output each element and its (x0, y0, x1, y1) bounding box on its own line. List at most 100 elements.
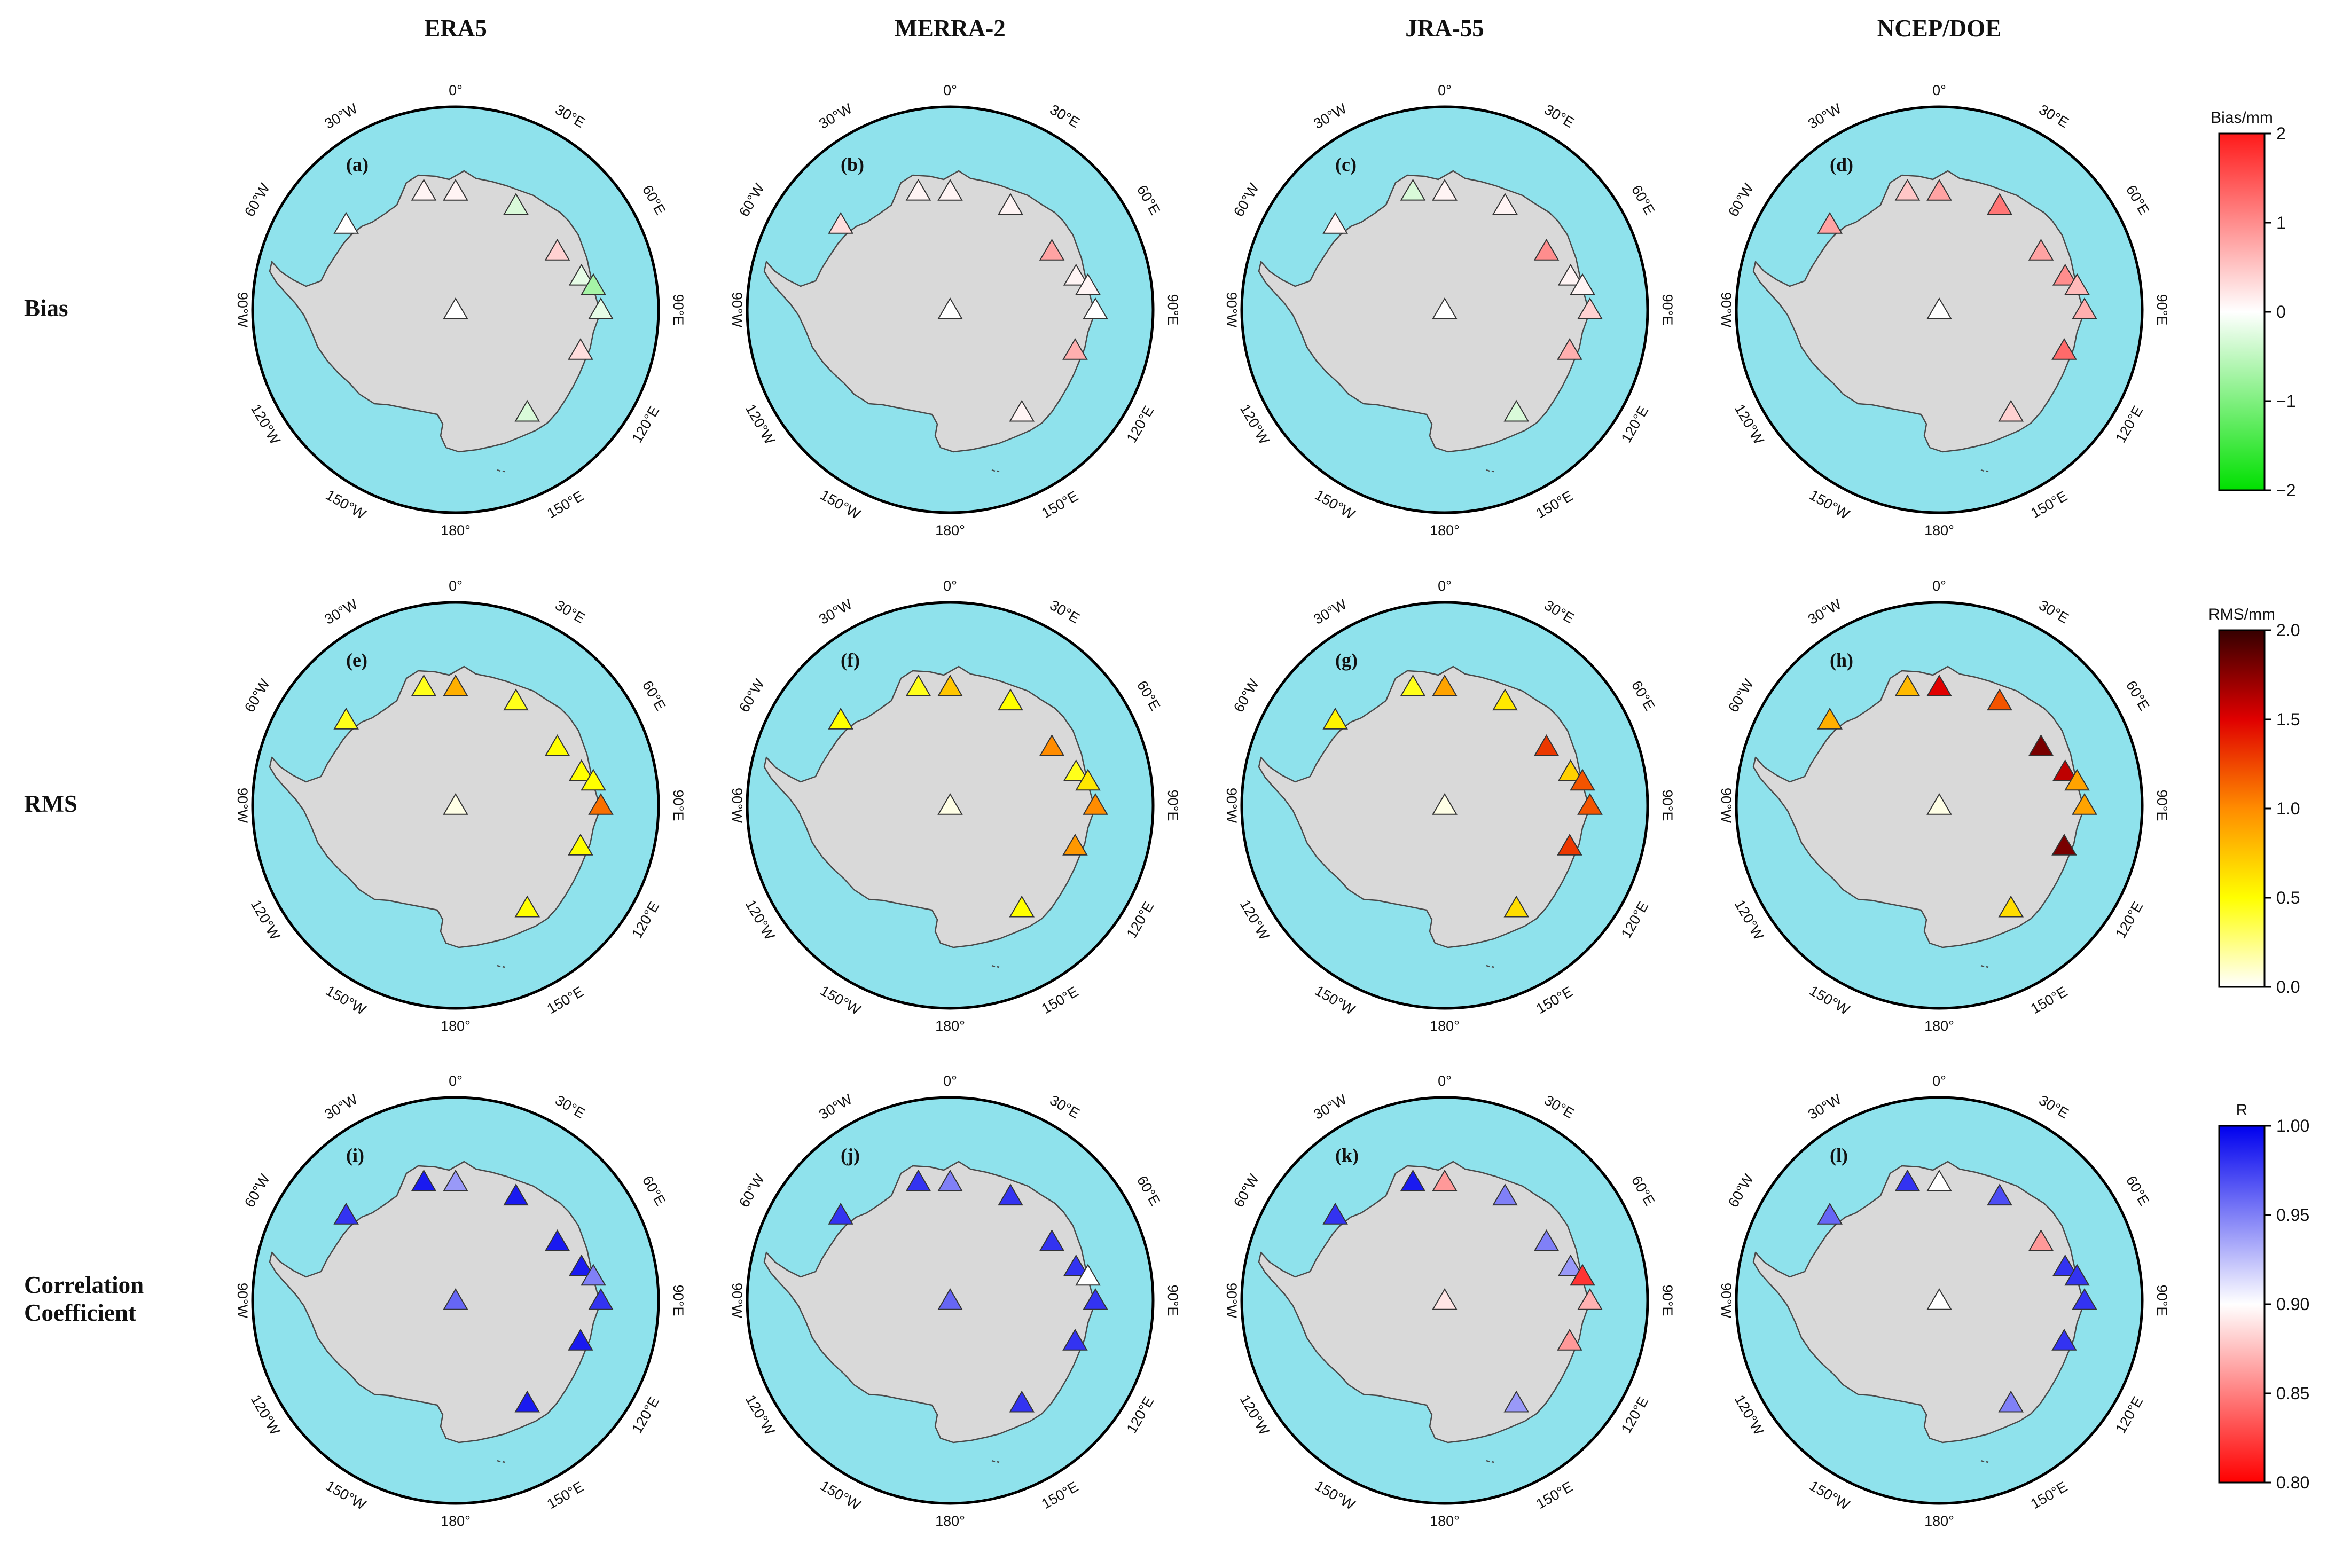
island (1980, 469, 1989, 473)
station-marker (1926, 179, 1952, 201)
station-marker (1998, 399, 2024, 422)
lon-label: 120°E (1618, 403, 1651, 445)
station-marker (443, 297, 468, 319)
lon-label: 150°E (1533, 983, 1576, 1017)
station-marker (2052, 759, 2078, 781)
colorbar-tick-label: 0.90 (2276, 1295, 2309, 1314)
station-marker (2064, 1264, 2090, 1286)
station-marker (1998, 895, 2024, 918)
station-marker (1817, 1202, 1843, 1225)
station-marker (998, 193, 1023, 215)
lon-label: 150°W (323, 487, 369, 523)
station-marker (1570, 273, 1595, 295)
lon-label: 0° (1932, 82, 1946, 98)
lon-label: 60°W (241, 1171, 273, 1210)
station-marker (2051, 1329, 2077, 1351)
station-marker (411, 1169, 437, 1191)
lon-label: 150°W (1807, 983, 1853, 1018)
station-marker (905, 674, 931, 696)
lon-label: 30°W (322, 100, 361, 132)
map-panel: (e) 0° 180° 90°W 90°E 30°E 60°E 120°E 150°E 150°W… (234, 578, 686, 1034)
lon-label: 150°E (1039, 983, 1081, 1017)
colorbar-title: RMS/mm (2208, 606, 2275, 623)
station-marker (1432, 179, 1458, 201)
lon-label: 90°W (729, 292, 745, 328)
lon-label: 90°E (1659, 790, 1675, 821)
panel-letter: (j) (841, 1144, 860, 1166)
station-marker (1503, 399, 1530, 422)
lon-label: 30°W (322, 1091, 361, 1123)
colorbar-gradient (2218, 629, 2266, 988)
lon-label: 0° (1932, 1073, 1946, 1089)
island (497, 1460, 505, 1463)
row-label: Bias (24, 295, 68, 322)
station-marker (1817, 707, 1843, 730)
station-marker (1894, 1169, 1921, 1191)
lon-label: 180° (441, 1018, 471, 1034)
lon-label: 120°E (1618, 1394, 1651, 1436)
colorbar-tick-label: 0.80 (2276, 1473, 2309, 1492)
lon-label: 30°W (1805, 100, 1844, 132)
map-panel: (d) 0° 180° 90°W 90°E 30°E 60°E 120°E 150°E 150°W… (1718, 82, 2170, 538)
lon-label: 90°E (1659, 1285, 1675, 1316)
lon-label: 60°E (639, 183, 669, 218)
lon-label: 30°E (553, 1092, 588, 1122)
lon-label: 90°W (1224, 1283, 1240, 1319)
lon-label: 150°E (2028, 1478, 2070, 1512)
station-marker (1533, 1229, 1560, 1251)
map-panel: (c) 0° 180° 90°W 90°E 30°E 60°E 120°E 150°E 150°W… (1224, 82, 1675, 538)
lon-label: 30°W (322, 596, 361, 628)
lon-label: 150°E (1039, 1478, 1081, 1512)
lon-label: 180° (935, 1018, 965, 1034)
station-marker (1926, 793, 1952, 815)
row-label: RMS (24, 790, 77, 817)
row-label: Coefficient (24, 1299, 136, 1326)
lon-label: 120°E (1618, 899, 1651, 941)
lon-label: 150°E (1533, 1478, 1576, 1512)
lon-label: 30°W (816, 100, 855, 132)
lon-label: 30°E (2036, 1092, 2072, 1122)
colorbar-gradient (2218, 132, 2266, 491)
station-marker (937, 1288, 963, 1310)
station-marker (1075, 273, 1101, 295)
antarctica-land (763, 665, 1094, 948)
station-marker (1083, 1288, 1108, 1310)
station-marker (1432, 297, 1458, 319)
station-marker (333, 211, 359, 234)
lon-label: 150°W (1807, 1478, 1853, 1514)
map-panel: (l) 0° 180° 90°W 90°E 30°E 60°E 120°E 150°E 150°W… (1718, 1073, 2170, 1529)
panel-letter: (d) (1830, 154, 1853, 175)
station-marker (568, 1254, 594, 1276)
map-panel: (k) 0° 180° 90°W 90°E 30°E 60°E 120°E 150°E 150°W… (1224, 1073, 1675, 1529)
lon-label: 30°E (1542, 1092, 1577, 1122)
station-marker (1492, 193, 1518, 215)
station-marker (1577, 297, 1603, 319)
panel-letter: (i) (346, 1144, 364, 1166)
lon-label: 0° (943, 1073, 957, 1089)
station-marker (568, 759, 594, 781)
antarctica-land (1258, 170, 1589, 453)
island (1980, 1460, 1989, 1463)
colorbar-title: R (2236, 1101, 2248, 1119)
lon-label: 60°W (736, 676, 767, 715)
panel-letter: (f) (841, 649, 860, 671)
station-marker (998, 688, 1023, 711)
station-marker (937, 297, 963, 319)
lon-label: 30°E (1542, 597, 1577, 626)
station-marker (905, 178, 931, 201)
lon-label: 120°E (629, 403, 662, 445)
lon-label: 60°E (639, 1173, 669, 1209)
station-marker (1322, 1202, 1348, 1225)
panel-letter: (l) (1830, 1144, 1848, 1166)
island (497, 469, 505, 473)
lon-label: 150°W (323, 1478, 369, 1514)
lon-label: 90°W (1718, 1283, 1734, 1319)
station-marker (1400, 674, 1426, 696)
station-marker (581, 769, 606, 791)
lon-label: 90°E (2154, 1285, 2170, 1316)
station-marker (1894, 674, 1921, 696)
station-marker (443, 675, 468, 696)
station-marker (1557, 338, 1582, 360)
station-marker (503, 1183, 529, 1206)
station-marker (1926, 1288, 1952, 1310)
